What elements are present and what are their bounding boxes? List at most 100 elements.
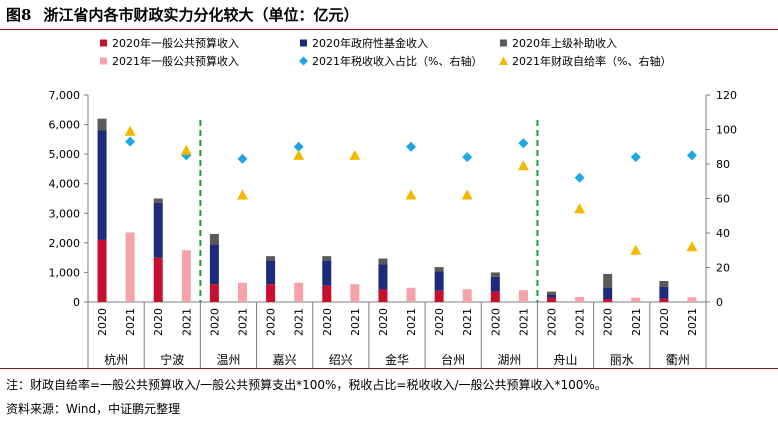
year-tick-label: 2021 <box>630 308 643 336</box>
right-tick-label: 0 <box>716 296 723 309</box>
bar-2020-transfer <box>434 267 444 272</box>
bar-2021-general-budget <box>294 282 304 302</box>
bar-2021-general-budget <box>518 290 528 302</box>
legend-triangle-icon <box>499 56 508 65</box>
self-sufficiency-marker <box>349 149 361 160</box>
left-tick-label: 3,000 <box>49 207 81 220</box>
year-tick-label: 2021 <box>405 308 418 336</box>
bar-2020-general-budget <box>659 298 669 302</box>
source-note: 资料来源：Wind，中证鹏元整理 <box>6 402 181 416</box>
bar-2021-general-budget <box>406 287 416 302</box>
legend-label-1: 2020年一般公共预算收入 <box>112 36 239 50</box>
city-label: 舟山 <box>554 353 578 367</box>
title-text: 浙江省内各市财政实力分化较大（单位：亿元） <box>43 6 359 24</box>
year-tick-label: 2020 <box>152 308 165 336</box>
bar-2020-transfer <box>659 281 669 287</box>
bar-2020-general-budget <box>603 299 613 302</box>
self-sufficiency-marker <box>124 125 136 136</box>
right-tick-label: 120 <box>716 89 737 102</box>
right-tick-label: 100 <box>716 124 737 137</box>
tax-ratio-marker <box>125 136 136 147</box>
legend-label-6: 2021年财政自给率（%、右轴） <box>512 54 671 68</box>
footer-rule <box>0 368 778 369</box>
bar-2020-transfer <box>153 198 163 203</box>
legend-label-3: 2020年上级补助收入 <box>512 36 617 50</box>
year-tick-label: 2021 <box>237 308 250 336</box>
left-tick-label: 7,000 <box>49 89 81 102</box>
bar-2020-gov-fund <box>322 260 332 286</box>
tax-ratio-marker <box>293 141 304 152</box>
bar-2020-general-budget <box>378 289 388 302</box>
bar-2020-gov-fund <box>97 130 107 240</box>
legend-diamond-icon <box>299 56 308 66</box>
city-label: 台州 <box>441 352 465 367</box>
self-sufficiency-marker <box>180 144 192 155</box>
bar-2020-transfer <box>378 258 388 265</box>
tax-ratio-marker <box>462 152 473 163</box>
bar-2020-general-budget <box>547 297 556 302</box>
chart: 2020年一般公共预算收入 2020年政府性基金收入 2020年上级补助收入 2021… <box>49 36 737 368</box>
left-tick-label: 2,000 <box>49 237 81 250</box>
year-tick-label: 2021 <box>124 308 137 336</box>
self-sufficiency-marker <box>461 189 473 200</box>
city-label: 杭州 <box>104 352 128 367</box>
left-tick-label: 6,000 <box>49 119 81 132</box>
bar-2020-general-budget <box>209 284 219 302</box>
bar-2020-gov-fund <box>209 244 219 285</box>
bar-2021-general-budget <box>631 297 641 302</box>
bar-2020-gov-fund <box>603 287 613 300</box>
year-tick-label: 2020 <box>265 308 278 336</box>
bar-2020-general-budget <box>153 257 163 302</box>
tax-ratio-marker <box>686 150 697 161</box>
tax-ratio-marker <box>630 152 641 163</box>
city-label: 金华 <box>385 352 409 367</box>
self-sufficiency-marker <box>405 189 417 200</box>
left-tick-label: 1,000 <box>49 266 81 279</box>
left-tick-label: 5,000 <box>49 148 81 161</box>
year-tick-label: 2021 <box>574 308 587 336</box>
bar-2020-general-budget <box>322 285 332 302</box>
bar-2020-gov-fund <box>266 260 276 285</box>
right-tick-label: 20 <box>716 262 730 275</box>
bar-2020-general-budget <box>490 291 500 302</box>
legend-swatch-1 <box>100 39 107 47</box>
year-tick-label: 2020 <box>96 308 109 336</box>
left-tick-label: 0 <box>73 296 80 309</box>
city-label: 嘉兴 <box>273 353 297 367</box>
legend-label-4: 2021年一般公共预算收入 <box>112 54 239 68</box>
year-tick-label: 2020 <box>377 308 390 336</box>
self-sufficiency-marker <box>517 160 529 171</box>
bar-2020-transfer <box>266 256 276 261</box>
right-tick-label: 40 <box>716 227 730 240</box>
bar-2021-general-budget <box>687 297 697 302</box>
tax-ratio-marker <box>237 153 248 164</box>
right-tick-label: 60 <box>716 193 730 206</box>
bar-2021-general-budget <box>350 284 360 302</box>
bar-2021-general-budget <box>238 282 247 302</box>
right-tick-label: 80 <box>716 158 730 171</box>
year-tick-label: 2021 <box>349 308 362 336</box>
year-tick-label: 2020 <box>489 308 502 336</box>
self-sufficiency-marker <box>293 149 305 160</box>
city-label: 宁波 <box>160 352 184 367</box>
self-sufficiency-marker <box>574 203 586 214</box>
title-rule <box>0 29 778 30</box>
city-label: 绍兴 <box>329 353 353 367</box>
legend-label-2: 2020年政府性基金收入 <box>312 36 428 50</box>
bar-2020-gov-fund <box>547 294 556 298</box>
bar-2020-transfer <box>603 273 613 288</box>
bar-2020-transfer <box>97 118 107 131</box>
footnote: 注：财政自给率=一般公共预算收入/一般公共预算支出*100%，税收占比=税收收入… <box>6 378 607 392</box>
bar-2021-general-budget <box>125 232 135 302</box>
city-label: 温州 <box>216 353 240 367</box>
bar-2020-transfer <box>547 291 556 295</box>
city-label: 丽水 <box>610 353 634 367</box>
left-tick-label: 4,000 <box>49 178 81 191</box>
year-tick-label: 2021 <box>180 308 193 336</box>
year-tick-label: 2021 <box>461 308 474 336</box>
year-tick-label: 2021 <box>517 308 530 336</box>
city-label: 衢州 <box>666 353 690 367</box>
legend-swatch-3 <box>500 39 507 47</box>
bar-2021-general-budget <box>462 289 472 302</box>
bar-2020-gov-fund <box>490 276 500 292</box>
